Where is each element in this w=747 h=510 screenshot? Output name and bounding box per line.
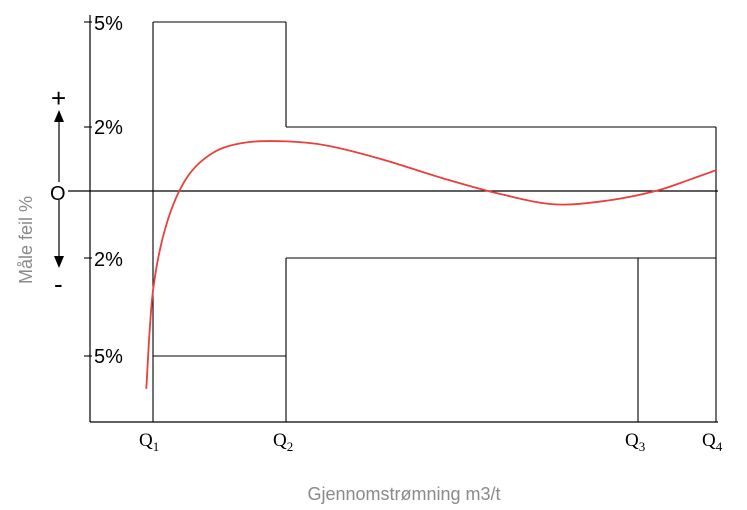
error-curve-line	[145, 140, 717, 389]
y-axis-title: Måle feil %	[16, 196, 36, 284]
down-arrow-icon	[54, 256, 64, 268]
x-marker-q3: Q3	[625, 430, 645, 454]
x-marker-q4: Q4	[702, 430, 723, 454]
x-marker-q2: Q2	[273, 430, 293, 454]
y-tick-label-plus2: 2%	[94, 117, 123, 139]
up-arrow-icon	[54, 110, 64, 122]
sign-indicator: + O -	[50, 83, 90, 299]
y-tick-label-plus5: 5%	[94, 13, 123, 35]
minus-sign: -	[54, 269, 63, 299]
y-ticks	[84, 21, 92, 357]
tolerance-envelope	[152, 21, 717, 422]
plus-sign: +	[51, 83, 66, 113]
x-marker-q1: Q1	[139, 430, 159, 454]
zero-sign: O	[50, 183, 66, 205]
y-tick-label-minus2: 2%	[94, 249, 123, 271]
x-axis-title: Gjennomstrømning m3/t	[307, 484, 500, 504]
y-tick-label-minus5: 5%	[94, 346, 123, 368]
